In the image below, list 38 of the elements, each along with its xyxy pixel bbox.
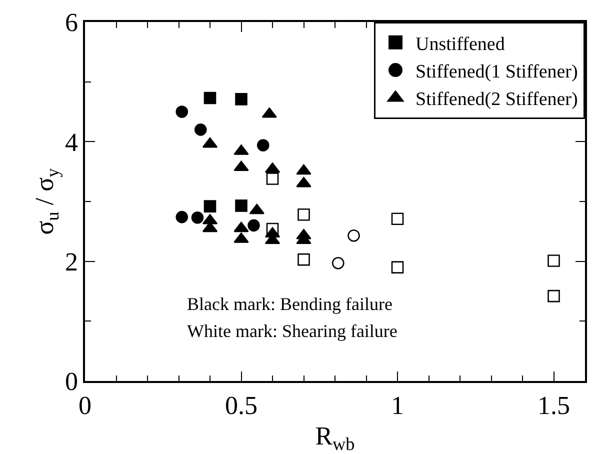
point bbox=[234, 160, 249, 172]
y-tick-label: 4 bbox=[65, 128, 78, 157]
point bbox=[296, 176, 312, 188]
legend-label: Stiffened(2 Stiffener) bbox=[416, 89, 578, 110]
x-tick-label: 0.5 bbox=[225, 390, 258, 420]
point bbox=[298, 208, 310, 221]
point bbox=[176, 106, 188, 118]
point bbox=[249, 204, 264, 214]
point bbox=[266, 172, 279, 185]
x-tick-label: 1 bbox=[391, 390, 404, 420]
legend-label: Unstiffened bbox=[416, 34, 506, 55]
point bbox=[332, 256, 344, 270]
point bbox=[391, 261, 404, 274]
x-axis-title: R$_{wb}$ bbox=[315, 422, 355, 454]
y-tick-label: 2 bbox=[65, 247, 78, 276]
point bbox=[548, 254, 560, 267]
x-tick-label: 1.5 bbox=[538, 390, 570, 420]
point bbox=[248, 219, 260, 232]
point bbox=[298, 253, 310, 266]
point bbox=[256, 139, 270, 152]
point bbox=[234, 222, 249, 232]
point bbox=[194, 124, 207, 136]
annotation: White mark: Shearing failure bbox=[187, 321, 398, 341]
point bbox=[204, 200, 216, 212]
point bbox=[296, 164, 312, 175]
point bbox=[176, 210, 188, 224]
point bbox=[391, 212, 404, 225]
point bbox=[348, 229, 360, 242]
legend-label: Stiffened(1 Stiffener) bbox=[416, 61, 578, 82]
point bbox=[235, 200, 248, 212]
annotation: Black mark: Bending failure bbox=[187, 294, 392, 314]
point bbox=[548, 290, 560, 302]
point bbox=[191, 212, 204, 224]
y-tick-label: 0 bbox=[65, 367, 78, 396]
point bbox=[235, 93, 248, 106]
point bbox=[204, 92, 216, 104]
y-tick-label: 6 bbox=[65, 8, 78, 38]
point bbox=[262, 107, 277, 118]
